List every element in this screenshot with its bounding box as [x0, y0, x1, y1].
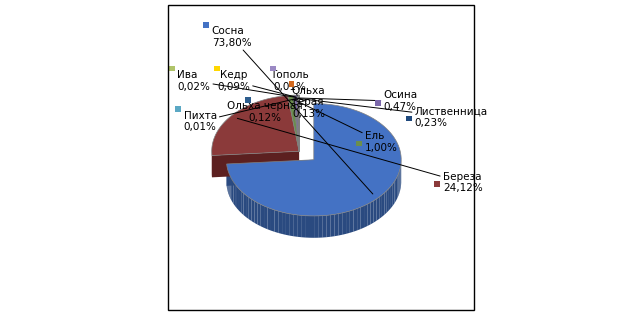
- Text: Ольха черная
0,12%: Ольха черная 0,12%: [227, 99, 302, 123]
- Bar: [406, 116, 412, 121]
- Polygon shape: [298, 215, 302, 237]
- Polygon shape: [230, 177, 232, 201]
- Polygon shape: [271, 209, 275, 232]
- Polygon shape: [241, 191, 243, 215]
- Polygon shape: [354, 209, 357, 232]
- Polygon shape: [261, 204, 264, 228]
- Polygon shape: [295, 95, 299, 151]
- Bar: [356, 140, 362, 146]
- Polygon shape: [234, 182, 235, 206]
- Bar: [375, 100, 381, 106]
- Polygon shape: [294, 215, 298, 237]
- Text: Ива
0,02%: Ива 0,02%: [177, 70, 297, 97]
- Polygon shape: [370, 201, 374, 224]
- Text: Кедр
0,09%: Кедр 0,09%: [217, 70, 296, 97]
- Polygon shape: [212, 95, 299, 156]
- Bar: [214, 66, 220, 71]
- Polygon shape: [212, 151, 299, 177]
- Polygon shape: [275, 210, 278, 233]
- Polygon shape: [318, 216, 322, 238]
- Polygon shape: [331, 215, 334, 237]
- Polygon shape: [306, 216, 310, 238]
- Polygon shape: [379, 195, 382, 219]
- Text: Осина
0,47%: Осина 0,47%: [299, 90, 417, 112]
- Bar: [270, 66, 275, 71]
- Polygon shape: [286, 213, 290, 236]
- Bar: [245, 97, 251, 103]
- Polygon shape: [290, 214, 294, 236]
- Polygon shape: [227, 160, 314, 186]
- Polygon shape: [297, 95, 299, 151]
- Polygon shape: [235, 184, 237, 209]
- Polygon shape: [338, 213, 342, 236]
- Bar: [175, 106, 181, 112]
- Polygon shape: [326, 215, 331, 237]
- Polygon shape: [364, 204, 367, 228]
- Polygon shape: [391, 184, 393, 208]
- Polygon shape: [288, 95, 299, 151]
- Bar: [204, 22, 209, 28]
- Polygon shape: [228, 169, 229, 194]
- Polygon shape: [367, 203, 370, 226]
- Polygon shape: [334, 214, 338, 236]
- Text: Лиственница
0,23%: Лиственница 0,23%: [297, 98, 488, 128]
- Text: Ольха
серая
0,13%: Ольха серая 0,13%: [291, 86, 325, 119]
- Polygon shape: [227, 104, 401, 216]
- Polygon shape: [346, 211, 350, 234]
- Polygon shape: [389, 186, 391, 210]
- Text: Сосна
73,80%: Сосна 73,80%: [212, 26, 373, 194]
- Polygon shape: [385, 191, 386, 215]
- Polygon shape: [322, 215, 326, 238]
- Polygon shape: [396, 176, 397, 201]
- Polygon shape: [239, 189, 241, 213]
- Polygon shape: [243, 193, 246, 217]
- Polygon shape: [246, 195, 248, 219]
- Bar: [169, 66, 175, 71]
- Polygon shape: [393, 181, 394, 206]
- Polygon shape: [278, 211, 282, 234]
- Polygon shape: [237, 186, 239, 211]
- Polygon shape: [314, 216, 318, 238]
- Polygon shape: [229, 174, 230, 199]
- Polygon shape: [293, 95, 299, 151]
- Polygon shape: [357, 207, 361, 230]
- Polygon shape: [252, 199, 254, 223]
- Polygon shape: [257, 203, 261, 226]
- Bar: [435, 181, 440, 187]
- Polygon shape: [386, 188, 389, 213]
- Text: Береза
24,12%: Береза 24,12%: [238, 118, 483, 193]
- Polygon shape: [298, 95, 299, 151]
- Polygon shape: [232, 179, 234, 204]
- Polygon shape: [310, 216, 314, 238]
- Text: Ель
1,00%: Ель 1,00%: [293, 99, 397, 153]
- Polygon shape: [374, 199, 376, 223]
- Polygon shape: [302, 215, 306, 238]
- Polygon shape: [382, 193, 385, 217]
- Polygon shape: [254, 201, 257, 225]
- Polygon shape: [361, 206, 364, 229]
- Polygon shape: [397, 174, 399, 198]
- Polygon shape: [376, 197, 379, 221]
- Bar: [289, 81, 295, 87]
- Polygon shape: [268, 207, 271, 231]
- Polygon shape: [282, 212, 286, 235]
- Text: Тополь
0,01%: Тополь 0,01%: [270, 70, 309, 95]
- Polygon shape: [350, 210, 354, 233]
- Polygon shape: [394, 179, 396, 203]
- Polygon shape: [342, 212, 346, 235]
- Polygon shape: [264, 206, 268, 229]
- Text: Пихта
0,01%: Пихта 0,01%: [184, 99, 297, 132]
- Polygon shape: [399, 169, 400, 193]
- Polygon shape: [248, 197, 252, 221]
